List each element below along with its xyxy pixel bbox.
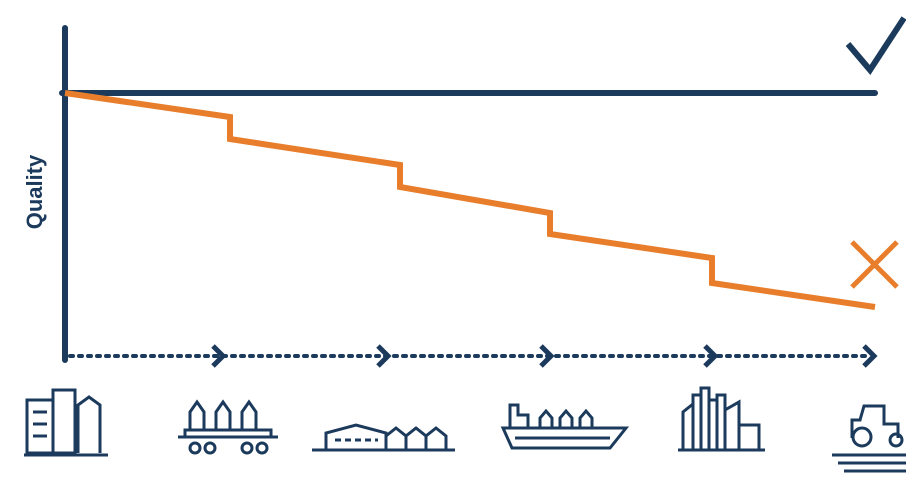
quality-loss-line xyxy=(64,90,876,310)
silo-icon xyxy=(24,388,108,457)
process-arrows xyxy=(68,344,878,368)
ship-icon xyxy=(500,403,630,450)
tractor-icon xyxy=(832,404,906,473)
factory-icon xyxy=(678,386,765,452)
check-mark xyxy=(845,16,906,76)
cross-mark xyxy=(850,240,899,289)
warehouse-icon xyxy=(312,423,455,452)
axis-label: Quality xyxy=(22,154,47,229)
rail-wagon-icon xyxy=(178,399,278,455)
